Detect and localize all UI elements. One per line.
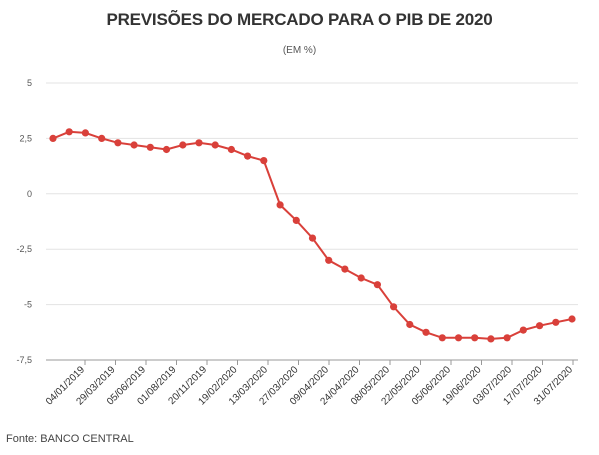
series bbox=[49, 128, 576, 343]
data-point bbox=[211, 141, 219, 149]
data-point bbox=[438, 334, 446, 342]
data-point bbox=[65, 128, 73, 136]
data-point bbox=[276, 201, 284, 209]
data-point bbox=[227, 145, 235, 154]
source-note: Fonte: BANCO CENTRAL bbox=[6, 433, 134, 445]
y-tick-label: 0 bbox=[27, 189, 32, 199]
data-point bbox=[487, 335, 495, 343]
y-tick-label: -7,5 bbox=[16, 355, 32, 365]
data-point bbox=[454, 334, 463, 342]
x-axis-ticks: 04/01/201929/03/201905/06/201901/08/2019… bbox=[44, 360, 575, 408]
data-point bbox=[244, 152, 252, 160]
y-axis-ticks: 5 2,5 0 -2,5 -5 -7,5 bbox=[16, 78, 32, 365]
data-point bbox=[195, 139, 203, 147]
data-point bbox=[308, 234, 317, 242]
data-point bbox=[503, 334, 511, 342]
data-point bbox=[341, 265, 349, 273]
data-point bbox=[373, 281, 381, 289]
data-point bbox=[552, 318, 560, 326]
y-tick-label: 5 bbox=[27, 78, 32, 88]
data-point bbox=[422, 328, 430, 336]
data-point bbox=[536, 322, 544, 330]
data-point bbox=[260, 157, 268, 165]
chart-title: PREVISÕES DO MERCADO PARA O PIB DE 2020 bbox=[106, 10, 493, 29]
data-point bbox=[471, 334, 479, 342]
data-point bbox=[325, 256, 333, 264]
y-tick-label: -2,5 bbox=[16, 244, 32, 254]
data-point bbox=[81, 129, 89, 137]
data-point bbox=[114, 139, 122, 147]
data-point bbox=[568, 315, 576, 323]
y-tick-label: -5 bbox=[24, 300, 32, 310]
data-point bbox=[292, 216, 300, 224]
data-point bbox=[130, 141, 138, 149]
data-point bbox=[49, 134, 57, 142]
data-point bbox=[179, 141, 187, 149]
data-point bbox=[406, 320, 414, 329]
y-tick-label: 2,5 bbox=[19, 133, 32, 143]
grid-lines bbox=[46, 82, 578, 306]
data-point bbox=[357, 274, 365, 282]
data-point bbox=[146, 143, 154, 151]
chart-subtitle: (EM %) bbox=[282, 45, 317, 56]
data-point bbox=[519, 326, 527, 334]
data-point bbox=[98, 134, 106, 142]
data-point bbox=[162, 145, 171, 154]
data-point bbox=[390, 303, 398, 311]
